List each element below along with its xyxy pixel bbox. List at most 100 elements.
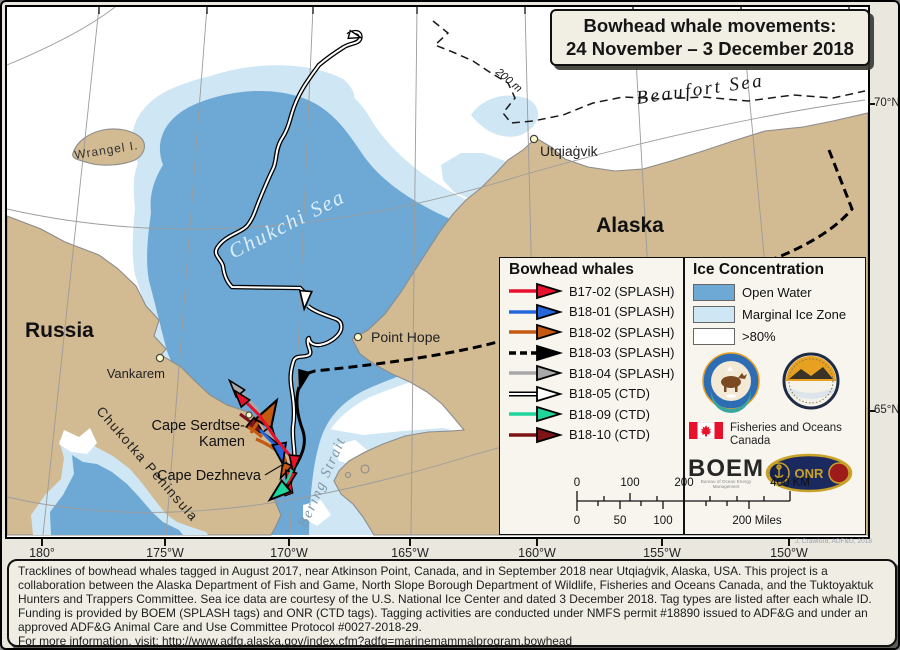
adfg-seal xyxy=(702,352,760,413)
marker-vankarem xyxy=(155,353,165,363)
label-alaska: Alaska xyxy=(596,214,664,237)
place-markers xyxy=(155,134,539,419)
north-slope-borough-seal xyxy=(782,352,840,410)
trackline-symbol xyxy=(509,385,564,402)
small-island-2 xyxy=(344,471,352,479)
dezhneva-leader-line xyxy=(264,461,288,476)
dfo-row: Fisheries and Oceans Canada xyxy=(689,422,865,448)
ice-row-open-water: Open Water xyxy=(685,281,865,303)
trackline-symbol xyxy=(509,283,564,300)
trackline-symbol xyxy=(509,365,564,382)
label-cape-serdtse-2: Kamen xyxy=(199,434,245,450)
dfo-line2: Canada xyxy=(730,435,771,448)
marker-utqiagvik xyxy=(529,134,539,144)
axis-label-160w: 160°W xyxy=(518,546,556,560)
legend-row-b18-05: B18-05 (CTD) xyxy=(500,384,683,405)
legend-row-b18-09: B18-09 (CTD) xyxy=(500,404,683,425)
svg-text:100: 100 xyxy=(653,515,672,527)
legend-label: B17-02 (SPLASH) xyxy=(569,283,675,299)
onr-wordmark: ONR xyxy=(795,466,825,481)
boem-subtitle: Bureau of Ocean Energy Management xyxy=(700,479,752,490)
caption-info-url: For more information, visit: http://www.… xyxy=(18,633,573,648)
funders-row: BOEM Bureau of Ocean Energy Management O… xyxy=(687,453,865,493)
axis-tick xyxy=(788,539,790,546)
axis-label-165w: 165°W xyxy=(391,546,429,560)
land-wrangel-island xyxy=(72,128,145,166)
axis-tick-65n xyxy=(868,410,875,412)
axis-tick xyxy=(409,539,411,546)
axis-label-155w: 155°W xyxy=(643,546,681,560)
axis-tick xyxy=(164,539,166,546)
swatch-gt80 xyxy=(693,327,735,345)
credit-text: J. Crawford, ADF&G, 2018 xyxy=(795,538,872,545)
ice-label: Marginal Ice Zone xyxy=(742,306,847,322)
legend-row-b18-01: B18-01 (SPLASH) xyxy=(500,302,683,323)
svg-text:200 Miles: 200 Miles xyxy=(732,515,781,527)
scale-labels-miles: 0 50 100 200 Miles xyxy=(574,515,782,527)
legend-label: B18-04 (SPLASH) xyxy=(569,365,675,381)
small-island xyxy=(360,464,370,474)
scale-labels-km: 0 100 200 400 KM xyxy=(574,477,810,489)
trackline-symbol xyxy=(509,344,564,361)
ice-label: >80% xyxy=(742,328,776,344)
trackline-symbol xyxy=(509,324,564,341)
axis-label-170w: 170°W xyxy=(270,546,308,560)
ice-label: Open Water xyxy=(742,284,812,300)
title-box: Bowhead whale movements: 24 November – 3… xyxy=(550,9,870,67)
legend-ice-concentration: Ice Concentration Open Water Marginal Ic… xyxy=(684,257,866,535)
axis-tick xyxy=(41,539,43,546)
caption-body: Tracklines of bowhead whales tagged in A… xyxy=(18,564,874,634)
canada-flag-icon xyxy=(689,422,723,439)
axis-label-65n: 65°N xyxy=(874,404,900,416)
legend-label: B18-02 (SPLASH) xyxy=(569,324,675,340)
axis-tick xyxy=(661,539,663,546)
ice-row-gt80: >80% xyxy=(685,325,865,347)
axis-label-70n: 70°N xyxy=(874,97,900,109)
track-b18-05 xyxy=(213,29,363,486)
label-point-hope: Point Hope xyxy=(371,329,440,345)
scale-ticks xyxy=(576,491,791,511)
title-line1: Bowhead whale movements: xyxy=(583,15,837,36)
label-cape-serdtse-1: Cape Serdtse- xyxy=(152,418,246,434)
dfo-wordmark: Fisheries and Oceans Canada xyxy=(730,422,842,448)
onr-seal: ONR xyxy=(765,454,853,493)
scale-bar: 0 100 200 400 KM 0 50 100 200 Miles xyxy=(557,474,862,534)
svg-text:50: 50 xyxy=(614,515,627,527)
legend-label: B18-09 (CTD) xyxy=(569,406,650,422)
legend-label: B18-05 (CTD) xyxy=(569,386,650,402)
ice-row-marginal: Marginal Ice Zone xyxy=(685,303,865,325)
swatch-open-water xyxy=(693,283,735,301)
marker-tag-site xyxy=(245,411,253,419)
kolyuchin-bay xyxy=(31,428,208,535)
svg-text:100: 100 xyxy=(620,477,639,489)
track-b18-09 xyxy=(267,469,294,502)
axis-label-150w: 150°W xyxy=(770,546,808,560)
svg-text:200: 200 xyxy=(674,477,693,489)
trackline-symbol xyxy=(509,426,564,443)
svg-text:0: 0 xyxy=(574,477,580,489)
legend-row-b18-04: B18-04 (SPLASH) xyxy=(500,363,683,384)
boem-wordmark: BOEM xyxy=(688,454,764,482)
legend-bowhead-whales: Bowhead whales B17-02 (SPLASH) B18-01 (S… xyxy=(499,257,684,535)
legend-ice-title: Ice Concentration xyxy=(693,261,824,278)
marker-point-hope xyxy=(353,332,363,342)
axis-label-175w: 175°W xyxy=(146,546,184,560)
legend-row-b17-02: B17-02 (SPLASH) xyxy=(500,281,683,302)
label-cape-dezhneva: Cape Dezhneva xyxy=(157,468,262,484)
legend-label: B18-10 (CTD) xyxy=(569,427,650,443)
axis-label-180: 180° xyxy=(29,546,55,560)
axis-tick xyxy=(288,539,290,546)
trackline-symbol xyxy=(509,406,564,423)
label-utqiagvik: Utqiaġvik xyxy=(540,143,599,159)
legend-label: B18-01 (SPLASH) xyxy=(569,304,675,320)
title-line2: 24 November – 3 December 2018 xyxy=(566,38,854,60)
dfo-line1: Fisheries and Oceans xyxy=(730,422,842,434)
legend-label: B18-03 (SPLASH) xyxy=(569,345,675,361)
legend-whales-title: Bowhead whales xyxy=(509,261,634,278)
legend-row-b18-03: B18-03 (SPLASH) xyxy=(500,343,683,364)
label-vankarem: Vankarem xyxy=(107,366,165,381)
caption-box: Tracklines of bowhead whales tagged in A… xyxy=(7,559,897,648)
scale-bar-svg: 0 100 200 400 KM 0 50 100 200 Miles xyxy=(574,477,810,527)
swatch-marginal-ice xyxy=(693,305,735,323)
